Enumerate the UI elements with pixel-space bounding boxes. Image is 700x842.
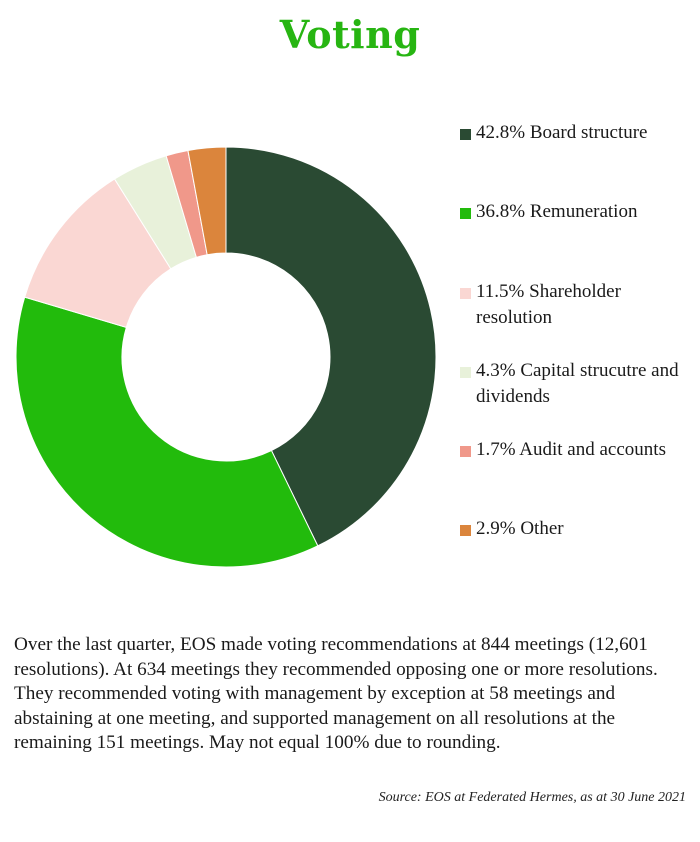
slice-board-structure <box>225 146 437 547</box>
legend-label: 4.3% Capital strucutre and dividends <box>476 360 679 407</box>
legend-label: 42.8% Board structure <box>476 122 648 143</box>
legend-label: 2.9% Other <box>476 518 564 539</box>
slice-remuneration <box>15 296 319 568</box>
legend-swatch <box>460 288 471 299</box>
legend-swatch <box>460 446 471 457</box>
chart-note: Over the last quarter, EOS made voting r… <box>14 634 658 753</box>
chart-title: Voting <box>279 12 421 57</box>
legend-label: 1.7% Audit and accounts <box>476 439 666 460</box>
legend-swatch <box>460 525 471 536</box>
legend-swatch <box>460 367 471 378</box>
legend-swatch <box>460 129 471 140</box>
legend-label: 36.8% Remuneration <box>476 201 638 222</box>
legend-swatch <box>460 208 471 219</box>
donut-chart <box>15 146 437 568</box>
slice-other <box>187 146 227 256</box>
legend-label: 11.5% Shareholder resolution <box>476 281 621 328</box>
source-credit: Source: EOS at Federated Hermes, as at 3… <box>378 790 686 805</box>
